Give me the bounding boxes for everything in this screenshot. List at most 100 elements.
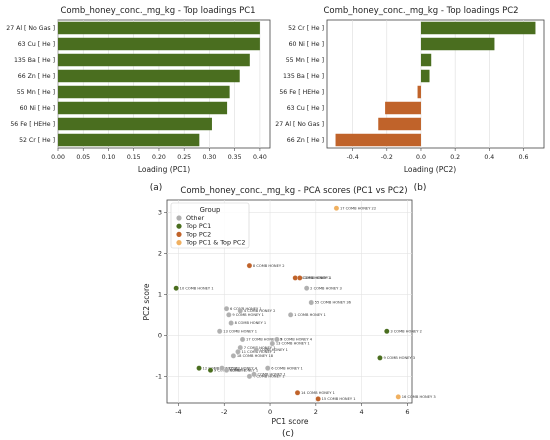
panel-label: (a)	[150, 183, 163, 193]
point-label: 3 COMB HONEY 2	[390, 329, 422, 333]
legend-marker	[176, 215, 182, 221]
x-tick-label: 4	[360, 408, 364, 416]
y-tick-label: 2	[158, 250, 162, 258]
chart-title: Comb_honey_conc._mg_kg - Top loadings PC…	[323, 6, 518, 16]
point-label: 17 COMB HONEY 22	[340, 206, 376, 210]
x-tick-label: -2	[221, 408, 227, 416]
scatter-point	[173, 285, 179, 291]
bar	[420, 37, 495, 51]
scatter-point	[219, 365, 225, 371]
bar	[420, 69, 430, 83]
x-tick-label: 6	[405, 408, 409, 416]
y-tick-label: 66 Zn [ He ]	[287, 137, 324, 144]
point-label: 9 COMB HONEY 3	[383, 356, 415, 360]
scatter-point	[196, 365, 202, 371]
y-tick-label: 55 Mn [ He ]	[286, 57, 324, 64]
scatter-point	[292, 275, 298, 281]
point-label: 17 COMB HONEY 15	[246, 338, 282, 342]
bar	[58, 53, 250, 67]
y-tick-label: 60 Ni [ He ]	[289, 41, 324, 48]
x-tick-label: 0.25	[177, 154, 191, 161]
point-label: 13 COMB HONEY 1	[223, 329, 257, 333]
scatter-point	[237, 307, 244, 314]
loadings-pc2-chart: Comb_honey_conc._mg_kg - Top loadings PC…	[275, 6, 545, 193]
x-tick-label: -0.2	[381, 154, 393, 161]
legend-entry: Top PC2	[185, 230, 211, 238]
point-label: 9 COMB HONEY 1	[232, 313, 264, 317]
bar	[58, 69, 240, 83]
scatter-point	[377, 355, 383, 361]
scatter-point	[207, 367, 214, 373]
point-label: 2 COMB HONEY 3	[310, 286, 342, 290]
scatter-point	[384, 328, 390, 334]
scatter-point	[246, 373, 253, 380]
point-label: 8 COMB HONEY 1	[235, 321, 267, 325]
x-tick-label: 0.00	[51, 154, 65, 161]
point-label: 4 COMB HONEY 4	[280, 338, 312, 342]
x-tick-label: -4	[175, 408, 181, 416]
x-tick-label: 0.30	[203, 154, 217, 161]
chart-title: Comb_honey_conc._mg_kg - PCA scores (PC1…	[180, 186, 407, 196]
point-label: 13 COMB HONEY 1	[276, 342, 310, 346]
scatter-point	[297, 275, 303, 281]
scatter-point	[294, 389, 301, 396]
scatter-point	[315, 396, 321, 402]
point-label: 2 COMB HONEY 1	[299, 276, 331, 280]
y-tick-label: 63 Cu [ He ]	[287, 105, 324, 112]
loadings-pc1-chart: Comb_honey_conc._mg_kg - Top loadings PC…	[6, 6, 271, 193]
x-tick-label: 0.20	[152, 154, 166, 161]
scatter-point	[308, 299, 315, 306]
x-tick-label: 0.2	[450, 154, 460, 161]
point-label: 55 COMB HONEY 36	[315, 301, 352, 305]
bar	[58, 117, 212, 131]
legend-entry: Top PC1 & Top PC2	[185, 239, 245, 247]
scatter-point	[269, 340, 276, 347]
point-label: COMB HONEY 1	[260, 348, 288, 352]
legend-box	[170, 202, 250, 249]
scatter-point	[228, 320, 234, 326]
legend-entry: Top PC1	[185, 222, 211, 230]
point-label: 10 COMB HONEY 1	[180, 286, 214, 290]
scatter-point	[226, 312, 232, 318]
legend-marker	[176, 223, 182, 229]
scatter-point	[246, 262, 253, 269]
y-axis-label: PC2 score	[142, 283, 151, 320]
panel-label: (c)	[282, 429, 294, 439]
plot-frame	[326, 19, 545, 149]
legend-marker	[176, 240, 182, 246]
legend-title: Group	[200, 206, 221, 214]
x-tick-label: 0.10	[102, 154, 116, 161]
legend-entry: Other	[186, 214, 205, 222]
x-tick-label: 0.05	[76, 154, 90, 161]
x-tick-label: 0.35	[228, 154, 242, 161]
legend-marker	[176, 231, 182, 237]
y-tick-label: 66 Zn [ He ]	[18, 73, 55, 80]
y-tick-label: 1	[158, 291, 162, 299]
bar	[385, 101, 421, 115]
scatter-point	[230, 353, 237, 359]
point-label: 4 COMB HONEY 1	[253, 375, 285, 379]
y-tick-label: 63 Cu [ He ]	[18, 41, 55, 48]
pca-scores-chart: Comb_honey_conc._mg_kg - PCA scores (PC1…	[142, 186, 436, 439]
y-tick-label: 27 Al [ No Gas ]	[6, 25, 55, 32]
bar	[58, 85, 230, 99]
bar	[417, 85, 421, 99]
bar	[58, 133, 200, 147]
y-tick-label: 56 Fe [ HEHe ]	[279, 89, 324, 96]
bar	[420, 21, 536, 35]
scatter-point	[251, 371, 257, 378]
scatter-point	[216, 328, 223, 334]
point-label: 4 COMB HONEY 2	[244, 309, 276, 313]
scatter-point	[395, 394, 402, 400]
point-label: 15 COMB HONEY 1	[322, 397, 356, 401]
x-tick-label: 0.4	[484, 154, 494, 161]
point-label: 18 COMB HONEY 18	[237, 354, 274, 358]
y-tick-label: 135 Ba [ He ]	[14, 57, 55, 64]
y-tick-label: 135 Ba [ He ]	[283, 73, 324, 80]
x-tick-label: 2	[314, 408, 318, 416]
bar	[335, 133, 421, 147]
bar	[58, 21, 260, 35]
scatter-point	[223, 367, 230, 373]
